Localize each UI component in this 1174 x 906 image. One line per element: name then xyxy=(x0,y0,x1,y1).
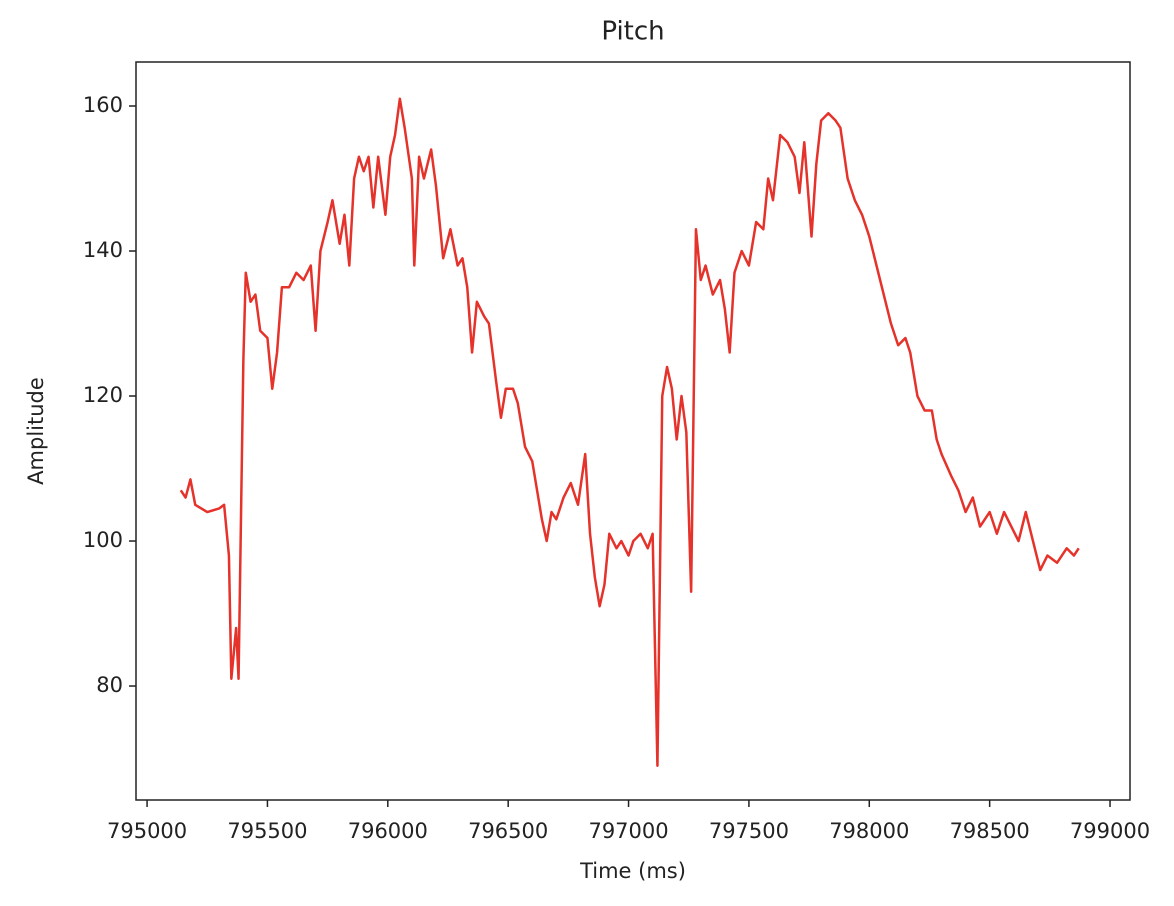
data-line xyxy=(179,97,1080,768)
x-tick-label: 797500 xyxy=(709,819,789,843)
y-axis-label: Amplitude xyxy=(24,377,48,485)
chart-title: Pitch xyxy=(601,17,664,47)
y-tick-label: 80 xyxy=(96,673,123,697)
x-tick-label: 796000 xyxy=(348,819,428,843)
y-tick-label: 120 xyxy=(83,383,123,407)
x-tick-label: 799000 xyxy=(1070,819,1150,843)
x-tick-label: 795500 xyxy=(227,819,307,843)
y-tick-label: 100 xyxy=(83,528,123,552)
x-tick-label: 798000 xyxy=(829,819,909,843)
x-axis-label: Time (ms) xyxy=(579,859,686,883)
x-tick-label: 798500 xyxy=(950,819,1030,843)
x-tick-label: 795000 xyxy=(107,819,187,843)
x-tick-label: 797000 xyxy=(588,819,668,843)
x-tick-label: 796500 xyxy=(468,819,548,843)
y-tick-label: 160 xyxy=(83,93,123,117)
plot-frame xyxy=(135,61,1131,801)
y-tick-label: 140 xyxy=(83,238,123,262)
